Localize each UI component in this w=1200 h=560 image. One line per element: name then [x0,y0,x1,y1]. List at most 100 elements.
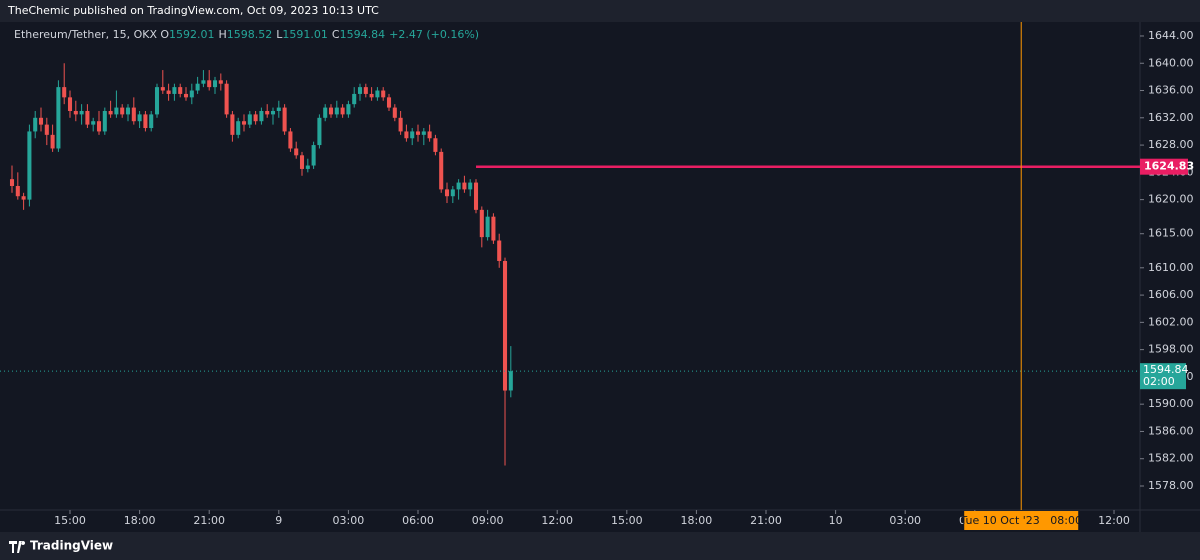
y-tick-label: 1620.00 [1148,193,1194,206]
candle-body [27,131,32,200]
crosshair-label: Tue 10 Oct '23 08:00 [959,514,1082,527]
candle-body [456,182,461,190]
candle-body [96,121,102,132]
candle-body [108,110,113,115]
candle-body [265,110,270,115]
header-title: TheChemic published on TradingView.com, … [7,4,379,17]
legend-close-label: C [332,28,340,41]
x-tick-label: 09:00 [472,514,504,527]
y-tick-label: 1598.00 [1148,343,1194,356]
candle-body [224,83,229,115]
y-tick-label: 1615.00 [1148,227,1194,240]
y-tick-label: 1578.00 [1148,479,1194,492]
footer-brand: TradingView [30,539,113,553]
candle-body [392,107,397,118]
candle-body [236,121,241,135]
y-tick-label: 1602.00 [1148,315,1194,328]
candle-body [386,97,392,108]
candle-body [433,138,438,152]
header-bar [0,0,1200,22]
y-tick-label: 1606.00 [1148,288,1194,301]
candle-body [73,110,78,115]
candle-body [15,185,20,197]
candle-body [352,93,357,105]
candle-body [62,87,67,98]
x-tick-label: 06:00 [402,514,434,527]
legend-high: 1598.52 [227,28,273,41]
x-tick-label: 15:00 [611,514,643,527]
legend-low-label: L [276,28,283,41]
y-tick-label: 1590.00 [1148,397,1194,410]
horizontal-ray-box [1140,158,1188,175]
candle-body [178,87,183,94]
candle-body [462,182,467,190]
horizontal-ray-label: 1624.83 [1144,160,1194,173]
candle-body [149,114,154,129]
candle-body [502,260,508,391]
candle-body [323,107,328,118]
candle-body [201,80,206,84]
candle-body [410,131,415,139]
x-tick-label: 21:00 [193,514,225,527]
candle-body [340,107,345,115]
footer-bar [0,532,1200,560]
candle-body [50,134,55,149]
candle-body [427,131,432,139]
candle-body [299,155,305,169]
candle-body [381,90,386,98]
candle-body [154,87,160,115]
x-tick-label: 18:00 [124,514,156,527]
candle-body [276,107,281,111]
candle-body [9,179,15,186]
candle-body [189,90,194,98]
candle-body [241,121,247,125]
x-tick-label: 03:00 [889,514,921,527]
candle-body [114,107,119,115]
candle-body [479,209,484,238]
candle-body [172,87,177,94]
candle-body [357,87,363,94]
candle-body [131,107,136,122]
candle-body [270,110,276,115]
candle-body [363,87,368,94]
candle-body [497,240,502,261]
candle-body [102,110,107,132]
x-tick-label: 18:00 [681,514,713,527]
candle-body [212,80,218,88]
candle-body [120,107,125,115]
candle-body [282,107,287,132]
candle-body [491,216,496,241]
candle-body [328,107,334,115]
candle-body [346,104,351,115]
candle-body [218,80,223,84]
candle-body [160,87,165,91]
x-tick-label: 03:00 [333,514,365,527]
candle-body [294,148,299,156]
candle-body [317,117,322,146]
legend-symbol: Ethereum/Tether, 15, OKX [14,28,157,41]
legend-low: 1591.01 [282,28,328,41]
legend-change: +2.47 (+0.16%) [389,28,479,41]
y-tick-label: 1610.00 [1148,261,1194,274]
candle-body [375,90,380,98]
candle-body [415,131,421,135]
candle-body [125,107,131,115]
y-tick-label: 1586.00 [1148,424,1194,437]
candle-body [450,189,455,197]
candle-body [247,114,252,125]
candle-body [33,117,38,132]
x-tick-label: 12:00 [541,514,573,527]
legend-open: 1592.01 [169,28,215,41]
footer-logo [9,541,26,553]
x-tick-label: 10 [829,514,843,527]
candle-body [311,145,316,166]
last-price-label: 1594.84 [1143,363,1189,376]
x-tick-label: 21:00 [750,514,782,527]
candle-body [468,182,473,190]
plot-area [0,22,1140,510]
last-price-box [1140,363,1186,390]
countdown-label: 02:00 [1143,375,1175,388]
legend-open-label: O [160,28,169,41]
y-tick-label: 1582.00 [1148,452,1194,465]
